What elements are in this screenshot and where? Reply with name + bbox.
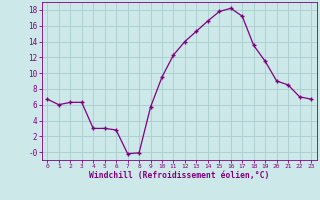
X-axis label: Windchill (Refroidissement éolien,°C): Windchill (Refroidissement éolien,°C) <box>89 171 269 180</box>
